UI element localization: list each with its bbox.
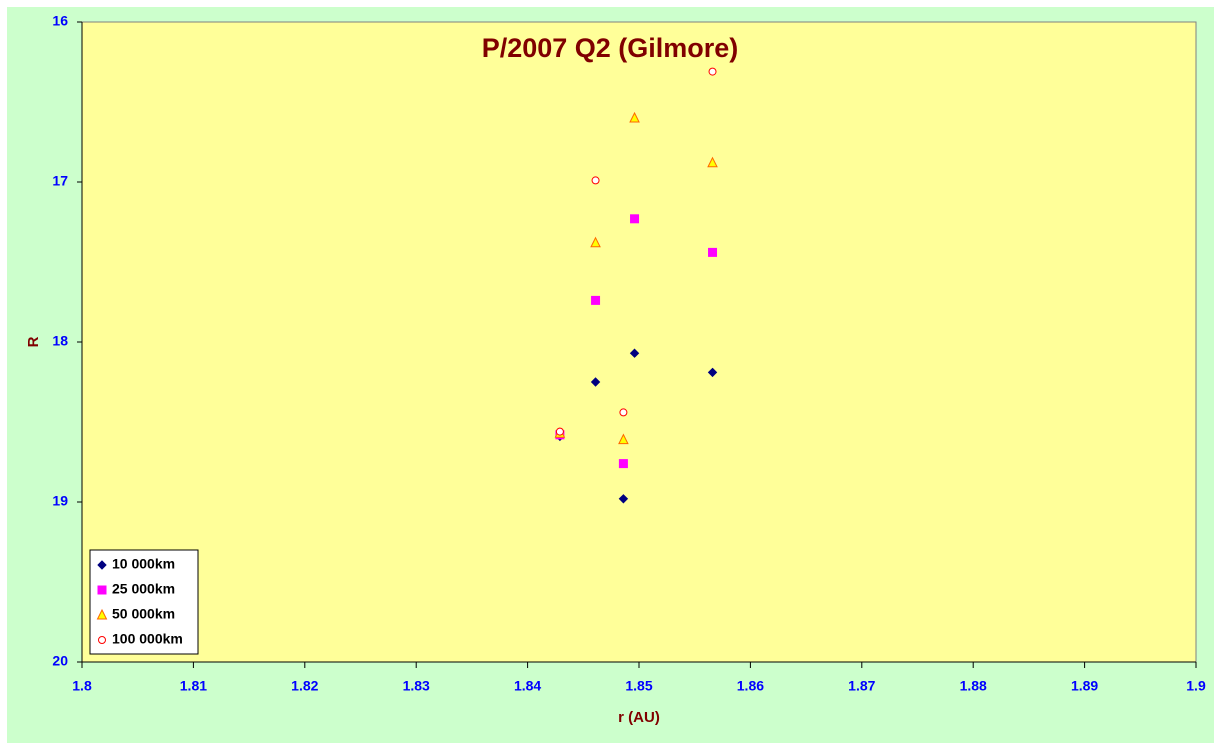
x-tick-label: 1.88 xyxy=(960,678,987,694)
x-tick-label: 1.83 xyxy=(403,678,430,694)
x-tick-label: 1.81 xyxy=(180,678,207,694)
legend-label: 100 000km xyxy=(112,631,183,647)
point xyxy=(707,367,718,378)
point xyxy=(708,247,718,257)
point xyxy=(629,111,640,123)
y-tick-label: 19 xyxy=(52,493,68,509)
plot-area xyxy=(81,21,1197,663)
chart-title: P/2007 Q2 (Gilmore) xyxy=(482,33,739,63)
point xyxy=(630,214,640,224)
y-tick-label: 16 xyxy=(52,13,68,29)
legend-marker xyxy=(96,608,108,620)
x-tick-label: 1.85 xyxy=(625,678,652,694)
point xyxy=(590,377,601,387)
legend-label: 10 000km xyxy=(112,556,175,572)
point xyxy=(619,408,628,417)
x-tick-label: 1.89 xyxy=(1071,678,1098,694)
point xyxy=(629,348,640,358)
point xyxy=(707,156,718,168)
x-tick-label: 1.9 xyxy=(1186,678,1206,694)
point xyxy=(708,67,717,76)
point xyxy=(590,236,601,248)
y-axis-title: R xyxy=(25,336,42,347)
y-tick-label: 18 xyxy=(52,333,68,349)
x-tick-label: 1.8 xyxy=(72,678,92,694)
y-tick-label: 20 xyxy=(52,653,68,669)
legend-label: 50 000km xyxy=(112,606,175,622)
legend-label: 25 000km xyxy=(112,581,175,597)
point xyxy=(555,427,564,436)
x-tick-label: 1.84 xyxy=(514,678,541,694)
y-tick-label: 17 xyxy=(52,173,68,189)
point xyxy=(618,494,629,504)
legend-marker xyxy=(97,585,107,595)
x-tick-label: 1.87 xyxy=(848,678,875,694)
x-tick-label: 1.82 xyxy=(291,678,318,694)
legend-marker xyxy=(97,560,107,570)
legend-box xyxy=(89,549,199,655)
x-tick-label: 1.86 xyxy=(737,678,764,694)
legend-marker xyxy=(98,636,106,644)
point xyxy=(618,433,629,445)
x-axis-title: r (AU) xyxy=(618,709,660,726)
point xyxy=(591,295,601,305)
point xyxy=(591,176,600,185)
point xyxy=(618,459,628,469)
